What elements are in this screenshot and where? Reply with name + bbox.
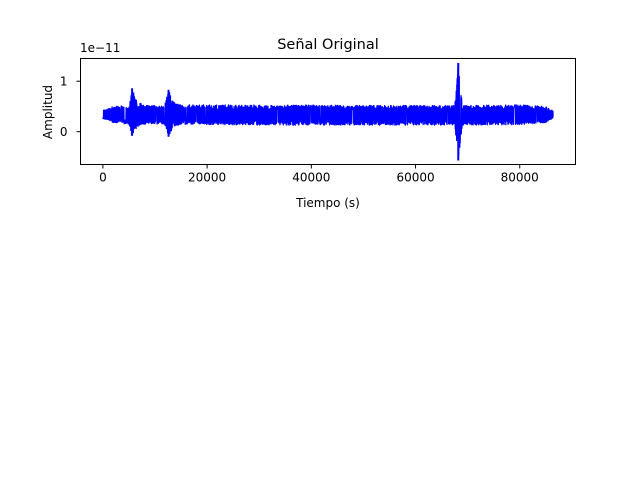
- y-axis-label: Amplitud: [41, 85, 55, 139]
- x-tick-label: 40000: [292, 171, 330, 185]
- axes-frame: [80, 58, 576, 165]
- x-tick-group: 0 20000 40000 60000 80000: [99, 164, 539, 185]
- x-tick-label: 80000: [501, 171, 539, 185]
- signal-line: [102, 65, 554, 156]
- chart-title: Señal Original: [277, 37, 379, 53]
- x-tick-label: 60000: [396, 171, 434, 185]
- plot-area: [102, 63, 554, 161]
- y-tick-group: 01: [60, 75, 81, 139]
- x-axis-label: Tiempo (s): [295, 196, 360, 210]
- y-tick-label: 1: [60, 75, 68, 89]
- x-tick-label: 0: [99, 171, 107, 185]
- y-offset-label: 1e−11: [80, 41, 120, 55]
- y-tick-label: 0: [60, 125, 68, 139]
- x-tick-label: 20000: [188, 171, 226, 185]
